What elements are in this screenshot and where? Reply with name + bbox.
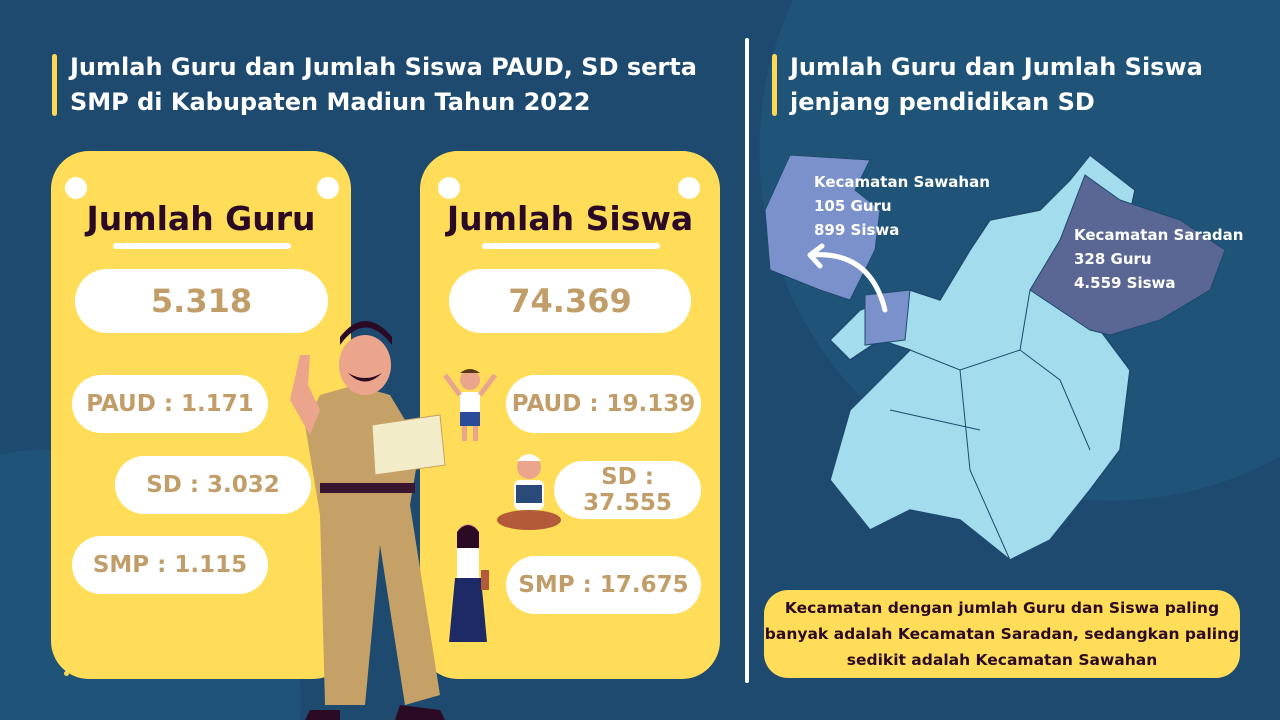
siswa-paud: PAUD : 19.139: [506, 375, 701, 433]
card-hole: [65, 177, 87, 199]
map-region-saradan: [1029, 174, 1226, 336]
summary-note: Kecamatan dengan jumlah Guru dan Siswa p…: [764, 590, 1240, 678]
student-reading-icon: [497, 454, 561, 530]
district-guru: 328 Guru: [1074, 250, 1152, 268]
district-siswa: 4.559 Siswa: [1074, 274, 1176, 292]
title-line: SMP di Kabupaten Madiun Tahun 2022: [70, 88, 591, 116]
left-title: Jumlah Guru dan Jumlah Siswa PAUD, SD se…: [52, 50, 697, 120]
card-hole: [317, 177, 339, 199]
district-guru: 105 Guru: [814, 197, 892, 215]
siswa-sd: SD : 37.555: [554, 461, 701, 519]
guru-total: 5.318: [75, 269, 328, 333]
guru-sd: SD : 3.032: [115, 456, 311, 514]
student-boy-icon: [443, 369, 497, 441]
arrow-icon: [807, 243, 888, 313]
guru-heading: Jumlah Guru: [86, 199, 316, 238]
label-sawahan: Kecamatan Sawahan 105 Guru 899 Siswa: [814, 170, 990, 242]
madiun-map: [764, 153, 1226, 561]
right-title: Jumlah Guru dan Jumlah Siswa jenjang pen…: [772, 50, 1203, 120]
dot: [64, 671, 69, 676]
card-hole: [438, 177, 460, 199]
guru-smp: SMP : 1.115: [72, 536, 268, 594]
label-saradan: Kecamatan Saradan 328 Guru 4.559 Siswa: [1074, 223, 1243, 295]
title-line: jenjang pendidikan SD: [790, 88, 1095, 116]
divider: [745, 38, 749, 683]
heading-underline: [482, 243, 660, 249]
district-siswa: 899 Siswa: [814, 221, 900, 239]
siswa-smp: SMP : 17.675: [506, 556, 701, 614]
card-hole: [678, 177, 700, 199]
siswa-total: 74.369: [449, 269, 691, 333]
district-name: Kecamatan Sawahan: [814, 173, 990, 191]
map-region-sawahan: [764, 154, 911, 346]
siswa-heading: Jumlah Siswa: [446, 199, 694, 238]
title-line: Jumlah Guru dan Jumlah Siswa PAUD, SD se…: [70, 53, 697, 81]
student-girl-icon: [449, 524, 489, 642]
guru-paud: PAUD : 1.171: [72, 375, 268, 433]
title-line: Jumlah Guru dan Jumlah Siswa: [790, 53, 1203, 81]
teacher-illustration: [290, 321, 446, 720]
heading-underline: [113, 243, 291, 249]
district-name: Kecamatan Saradan: [1074, 226, 1244, 244]
